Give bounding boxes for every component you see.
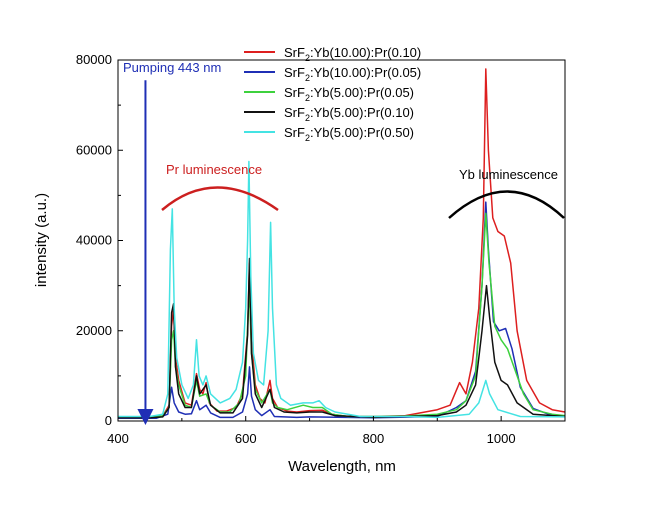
x-tick-label: 800 (363, 431, 385, 446)
series-line-5 (118, 160, 565, 419)
y-tick-label: 20000 (76, 323, 112, 338)
legend-label-3: SrF2:Yb(5.00):Pr(0.05) (284, 85, 414, 103)
series-group (118, 68, 565, 420)
series-line-4 (118, 257, 565, 419)
pr-luminescence-label: Pr luminescence (166, 162, 262, 177)
y-tick-label: 80000 (76, 52, 112, 67)
legend-label-5: SrF2:Yb(5.00):Pr(0.50) (284, 125, 414, 143)
legend-label-4: SrF2:Yb(5.00):Pr(0.10) (284, 105, 414, 123)
x-tick-label: 600 (235, 431, 257, 446)
series-line-1 (118, 68, 565, 418)
pr-luminescence-arc (161, 186, 279, 212)
x-axis-label: Wavelength, nm (288, 458, 396, 475)
yb-luminescence-label: Yb luminescence (459, 167, 558, 182)
pumping-annotation: Pumping 443 nm (123, 60, 221, 425)
legend-label-1: SrF2:Yb(10.00):Pr(0.10) (284, 45, 421, 63)
series-line-3 (118, 212, 565, 418)
yb-luminescence-arc (448, 190, 565, 219)
legend-label-2: SrF2:Yb(10.00):Pr(0.05) (284, 65, 421, 83)
y-axis-label: intensity (a.u.) (33, 193, 50, 287)
y-tick-label: 60000 (76, 142, 112, 157)
y-tick-label: 40000 (76, 233, 112, 248)
x-tick-label: 400 (107, 431, 129, 446)
pumping-label: Pumping 443 nm (123, 60, 221, 75)
x-tick-label: 1000 (487, 431, 516, 446)
y-axis-ticks: 0 20000 40000 60000 80000 (76, 52, 123, 428)
legend: SrF2:Yb(10.00):Pr(0.10) SrF2:Yb(10.00):Pr… (244, 45, 421, 143)
y-tick-label: 0 (105, 413, 112, 428)
series-line-2 (118, 201, 565, 420)
x-axis-ticks: 400 600 800 1000 (107, 416, 516, 446)
